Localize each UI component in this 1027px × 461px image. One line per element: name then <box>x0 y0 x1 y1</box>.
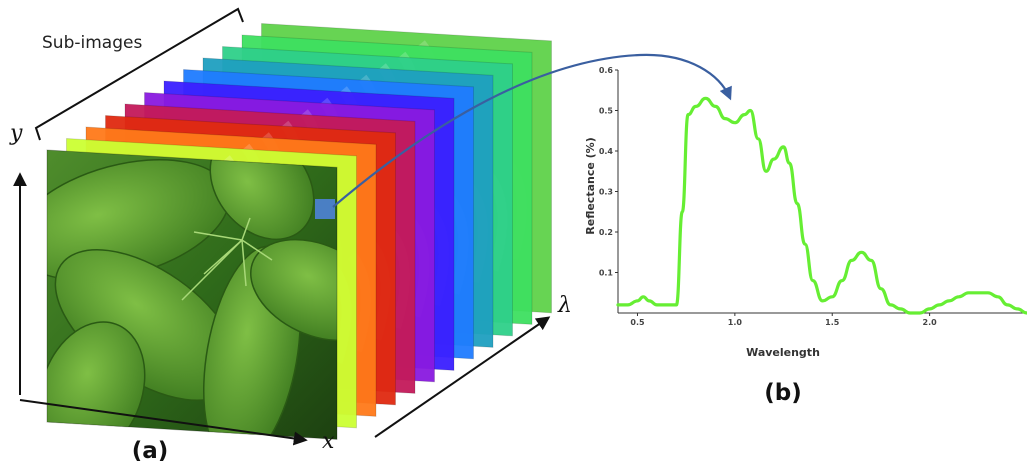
reflectance-series-line <box>616 96 1027 315</box>
panel-a-label: (a) <box>132 438 169 461</box>
leaf-vein <box>241 217 251 241</box>
panel-b-label: (b) <box>764 380 802 406</box>
x-tick-label: 1.5 <box>825 318 840 327</box>
chart-y-label: Reflectance (%) <box>584 137 597 234</box>
front-frame <box>46 149 338 440</box>
y-tick-label: 0.6 <box>599 66 614 75</box>
hypercube <box>46 22 552 440</box>
x-axis-arrow <box>19 399 308 446</box>
y-axis-label: y <box>9 121 23 146</box>
connector-arrow <box>332 53 732 208</box>
y-tick-label: 0.5 <box>599 107 614 116</box>
x-tick-label: 1.0 <box>728 318 743 327</box>
x-tick-labels: 0.5 1.0 1.5 2.0 <box>630 313 937 327</box>
sub-images-label: Sub-images <box>42 33 142 53</box>
y-tick-label: 0.1 <box>599 269 614 278</box>
x-tick-label: 0.5 <box>630 318 645 327</box>
y-tick-labels: 0.1 0.2 0.3 0.4 0.5 0.6 <box>599 66 618 278</box>
y-tick-label: 0.4 <box>599 147 614 156</box>
y-tick-label: 0.3 <box>599 188 613 197</box>
leaf-vein <box>241 239 273 261</box>
x-axis-label: x <box>322 429 335 454</box>
sub-images-bracket: Sub-images <box>34 7 244 141</box>
leaf-vein <box>193 231 243 241</box>
selected-pixel <box>315 199 335 219</box>
lambda-axis-label: λ <box>557 293 572 318</box>
cube-axes: y x λ <box>9 121 572 454</box>
leaf-vein <box>181 239 243 301</box>
leaf-vein <box>241 239 247 287</box>
pixel-connector <box>315 53 732 219</box>
chart-x-label: Wavelength <box>746 346 820 359</box>
reflectance-chart: 0.1 0.2 0.3 0.4 0.5 0.6 0.5 1.0 1.5 2.0 Reflecta… <box>584 66 1027 359</box>
x-tick-label: 2.0 <box>923 318 938 327</box>
y-tick-label: 0.2 <box>599 228 613 237</box>
lambda-axis-arrow <box>374 316 551 438</box>
leaf-shape <box>250 238 337 342</box>
